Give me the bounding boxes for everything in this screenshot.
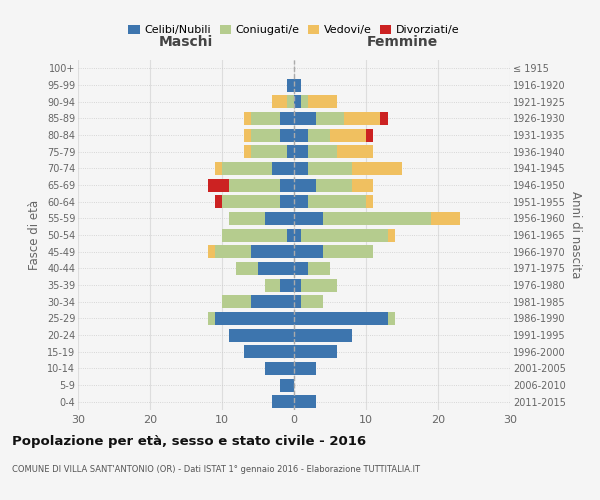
Bar (388, 312, 395, 325)
Bar (287, 78, 294, 92)
Bar (294, 78, 301, 92)
Bar (280, 278, 294, 291)
Bar (294, 178, 316, 192)
Bar (215, 245, 251, 258)
Bar (251, 145, 287, 158)
Bar (301, 295, 323, 308)
Bar (337, 145, 373, 158)
Bar (316, 178, 352, 192)
Bar (251, 112, 280, 125)
Bar (294, 95, 301, 108)
Text: Femmine: Femmine (367, 35, 437, 49)
Bar (294, 278, 301, 291)
Bar (244, 145, 251, 158)
Bar (294, 128, 308, 141)
Bar (208, 312, 215, 325)
Bar (294, 345, 337, 358)
Bar (323, 245, 373, 258)
Bar (229, 212, 265, 225)
Bar (280, 128, 294, 141)
Bar (287, 228, 294, 241)
Bar (301, 228, 388, 241)
Bar (251, 128, 280, 141)
Y-axis label: Anni di nascita: Anni di nascita (569, 192, 583, 278)
Bar (272, 395, 294, 408)
Bar (323, 212, 431, 225)
Bar (294, 145, 308, 158)
Bar (344, 112, 380, 125)
Bar (251, 245, 294, 258)
Bar (215, 195, 222, 208)
Bar (294, 162, 308, 175)
Y-axis label: Fasce di età: Fasce di età (28, 200, 41, 270)
Bar (229, 178, 280, 192)
Bar (280, 195, 294, 208)
Bar (215, 162, 222, 175)
Bar (280, 112, 294, 125)
Bar (287, 95, 294, 108)
Bar (244, 128, 251, 141)
Bar (294, 312, 388, 325)
Bar (287, 145, 294, 158)
Bar (308, 262, 330, 275)
Bar (272, 95, 287, 108)
Bar (308, 145, 337, 158)
Bar (222, 295, 251, 308)
Bar (294, 295, 301, 308)
Bar (308, 128, 330, 141)
Bar (380, 112, 388, 125)
Bar (388, 228, 395, 241)
Bar (251, 295, 294, 308)
Text: Maschi: Maschi (159, 35, 213, 49)
Bar (308, 162, 352, 175)
Bar (265, 362, 294, 375)
Bar (330, 128, 366, 141)
Bar (272, 162, 294, 175)
Bar (265, 278, 280, 291)
Bar (301, 278, 337, 291)
Legend: Celibi/Nubili, Coniugati/e, Vedovi/e, Divorziati/e: Celibi/Nubili, Coniugati/e, Vedovi/e, Di… (124, 20, 464, 40)
Bar (280, 178, 294, 192)
Bar (352, 178, 373, 192)
Bar (308, 195, 366, 208)
Bar (294, 395, 316, 408)
Bar (301, 95, 308, 108)
Bar (244, 345, 294, 358)
Bar (236, 262, 258, 275)
Bar (294, 362, 316, 375)
Bar (431, 212, 460, 225)
Bar (294, 112, 316, 125)
Bar (222, 228, 287, 241)
Bar (294, 228, 301, 241)
Bar (294, 195, 308, 208)
Bar (316, 112, 344, 125)
Bar (208, 245, 215, 258)
Bar (294, 262, 308, 275)
Bar (280, 378, 294, 392)
Bar (294, 328, 352, 342)
Text: Popolazione per età, sesso e stato civile - 2016: Popolazione per età, sesso e stato civil… (12, 435, 366, 448)
Bar (215, 312, 294, 325)
Bar (222, 195, 280, 208)
Bar (366, 128, 373, 141)
Text: COMUNE DI VILLA SANT'ANTONIO (OR) - Dati ISTAT 1° gennaio 2016 - Elaborazione TU: COMUNE DI VILLA SANT'ANTONIO (OR) - Dati… (12, 465, 420, 474)
Bar (265, 212, 294, 225)
Bar (244, 112, 251, 125)
Bar (308, 95, 337, 108)
Bar (366, 195, 373, 208)
Bar (352, 162, 402, 175)
Bar (258, 262, 294, 275)
Bar (294, 245, 323, 258)
Bar (208, 178, 229, 192)
Bar (294, 212, 323, 225)
Bar (229, 328, 294, 342)
Bar (222, 162, 272, 175)
